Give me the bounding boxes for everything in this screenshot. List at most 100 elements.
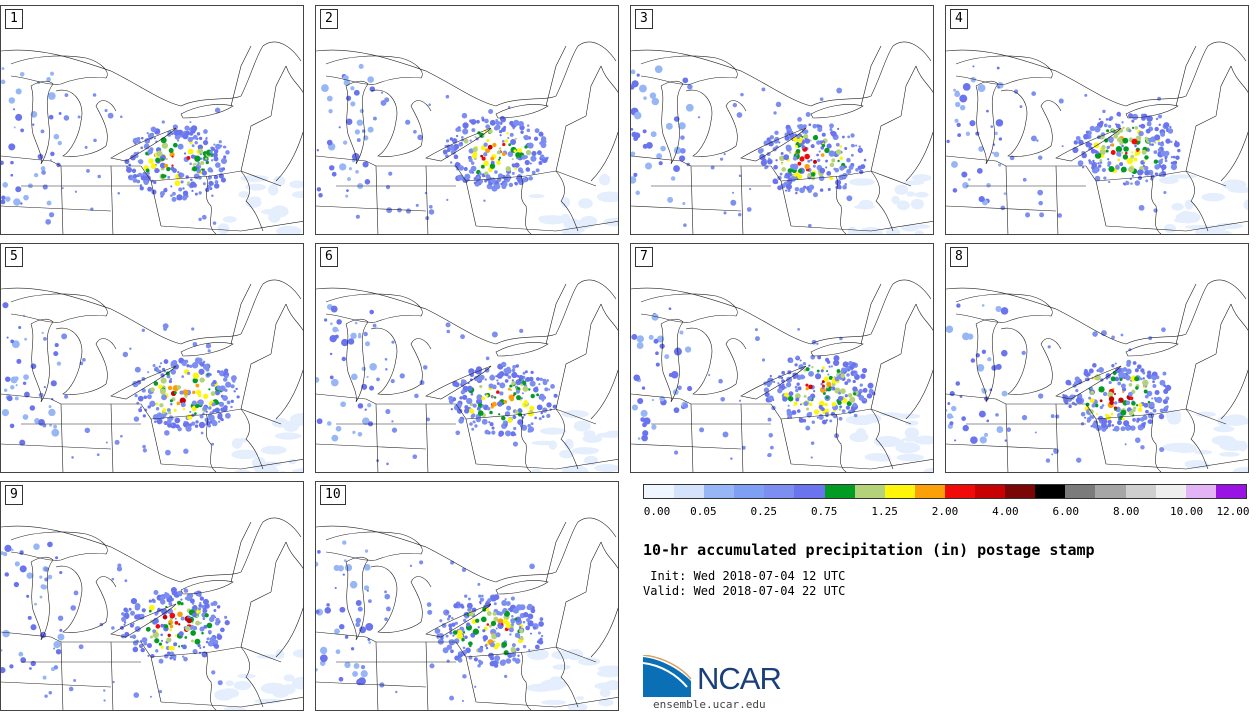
map-boundary-line	[975, 80, 999, 165]
precip-cell	[833, 167, 837, 171]
precip-cell	[201, 604, 205, 609]
precip-cell	[769, 135, 775, 140]
precip-map	[1, 279, 303, 472]
precip-cell	[292, 191, 303, 199]
map-boundary-line	[1, 155, 141, 167]
precip-cell	[384, 593, 391, 600]
precip-cell	[457, 629, 463, 635]
precip-cell	[344, 661, 351, 668]
precip-cell	[795, 356, 799, 359]
map-boundary-line	[110, 365, 177, 400]
precip-cell	[819, 188, 824, 192]
precip-cell	[1089, 143, 1093, 146]
map-boundary-line	[475, 459, 618, 470]
precip-cell	[230, 384, 235, 389]
precip-cell	[580, 215, 598, 227]
precip-cell	[472, 628, 480, 635]
precip-cell	[504, 674, 508, 679]
precip-cell	[1123, 146, 1129, 152]
map-boundary-line	[1185, 115, 1217, 172]
precip-cell	[145, 626, 151, 632]
precip-cell	[1133, 418, 1136, 421]
precip-cell	[522, 386, 529, 392]
precip-cell	[1081, 166, 1085, 169]
map-boundary-line	[1, 279, 302, 345]
precip-cell	[1004, 439, 1007, 442]
colorbar-segment	[1125, 485, 1156, 498]
precip-cell	[516, 148, 522, 154]
precip-cell	[664, 354, 670, 360]
precip-cell	[658, 161, 663, 166]
precip-cell	[1084, 416, 1087, 419]
precip-cell	[848, 410, 852, 414]
precip-cell	[633, 374, 641, 382]
precip-cell	[347, 177, 351, 181]
precip-cell	[855, 167, 859, 172]
precip-cell	[153, 381, 159, 386]
precip-cell	[864, 453, 891, 462]
precip-cell	[1105, 149, 1109, 153]
precip-cell	[811, 420, 815, 424]
precip-cell	[637, 397, 644, 405]
precip-cell	[1238, 440, 1248, 452]
map-boundary-line	[240, 353, 272, 410]
precip-cell	[794, 393, 801, 400]
precip-cell	[1147, 400, 1151, 404]
precip-cell	[156, 169, 160, 172]
precip-cell	[542, 407, 548, 413]
map-boundary-line	[325, 55, 423, 85]
precip-cell	[1092, 159, 1095, 163]
precip-cell	[808, 364, 811, 367]
precip-cell	[150, 163, 157, 170]
precip-cell	[156, 150, 163, 157]
precip-cell	[719, 157, 724, 161]
map-boundary-line	[870, 353, 902, 410]
precip-cell	[846, 401, 852, 407]
precip-cell	[335, 649, 341, 655]
precip-cell	[821, 132, 826, 137]
precip-cell	[205, 640, 209, 644]
precip-cell	[529, 409, 533, 414]
precip-cell	[1117, 158, 1121, 162]
precip-cell	[141, 388, 146, 393]
precip-cell	[1114, 130, 1120, 136]
precip-cell	[1095, 412, 1098, 416]
precip-cell	[810, 456, 813, 459]
precip-cell	[651, 97, 660, 106]
precip-cell	[819, 167, 826, 174]
precip-cell	[655, 351, 659, 356]
precip-cell	[656, 153, 663, 160]
precip-cell	[1087, 373, 1091, 376]
precip-cell	[1078, 139, 1084, 146]
precip-cell	[494, 183, 501, 190]
precip-cell	[318, 193, 323, 198]
precip-cell	[59, 570, 63, 575]
precip-cell	[1154, 389, 1160, 395]
precip-cell	[546, 413, 551, 419]
precip-cell	[161, 608, 168, 615]
precip-cell	[189, 598, 195, 604]
precip-map	[316, 517, 618, 710]
precip-cell	[484, 118, 489, 124]
precip-cell	[495, 124, 501, 130]
precip-cell	[767, 158, 773, 165]
precip-cell	[199, 646, 202, 650]
precip-cell	[140, 146, 144, 150]
precip-cell	[355, 600, 362, 606]
precip-cell	[359, 626, 367, 634]
precip-cell	[186, 181, 191, 185]
precip-cell	[137, 395, 144, 402]
precip-cell	[510, 431, 516, 437]
precip-cell	[677, 385, 682, 390]
precip-cell	[1120, 426, 1126, 432]
precip-cell	[640, 417, 645, 422]
precip-cell	[152, 413, 160, 421]
precip-cell	[550, 384, 555, 389]
precip-cell	[1108, 396, 1115, 402]
precip-cell	[4, 544, 12, 553]
precip-cell	[520, 383, 524, 387]
precip-cell	[466, 397, 473, 405]
precip-cell	[1107, 161, 1112, 166]
precip-cell	[818, 175, 825, 182]
map-boundary-line	[1, 205, 112, 212]
